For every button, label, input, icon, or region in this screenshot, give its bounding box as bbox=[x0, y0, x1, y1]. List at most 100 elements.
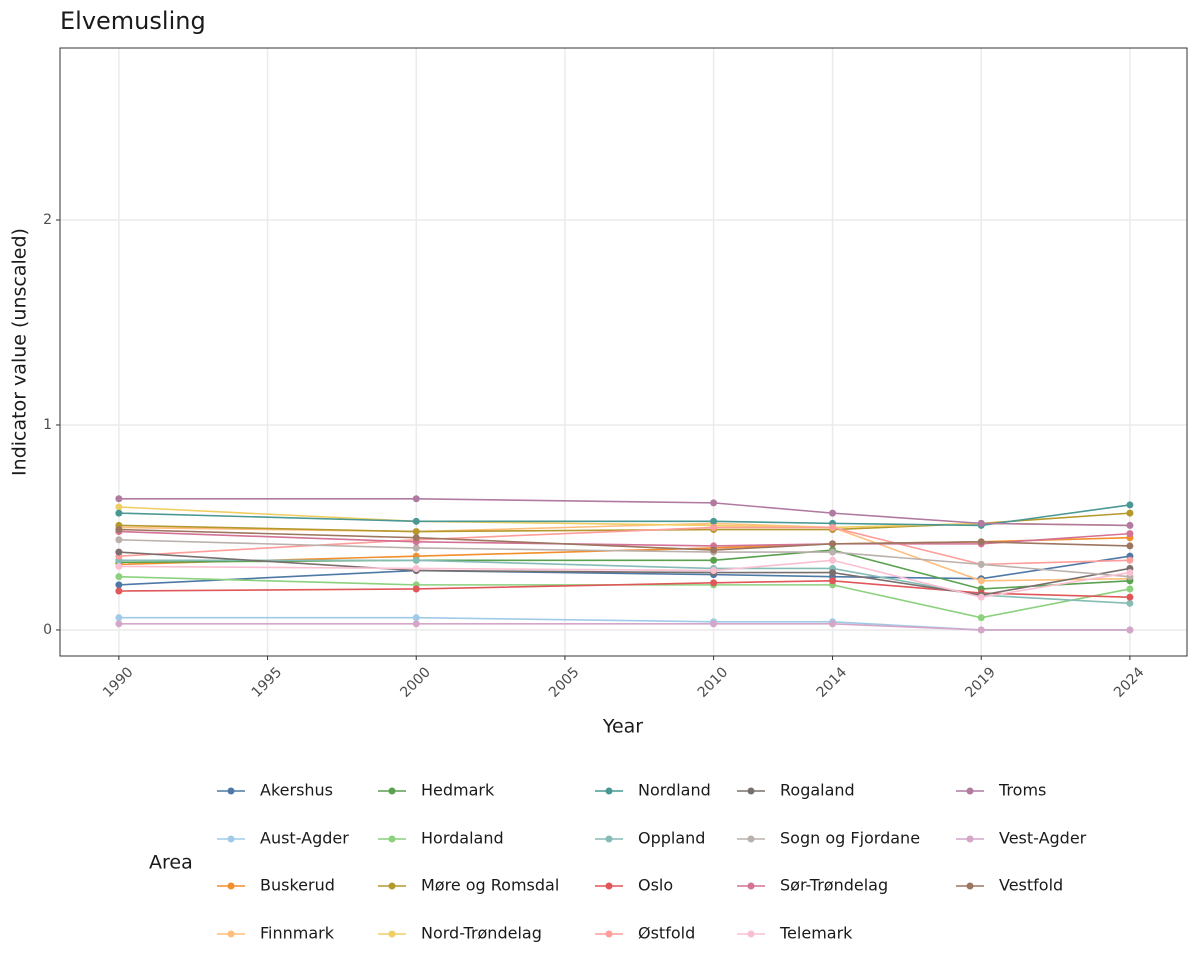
data-point bbox=[115, 587, 123, 595]
data-point bbox=[1126, 599, 1134, 607]
data-point bbox=[1126, 569, 1134, 577]
legend-marker bbox=[605, 930, 613, 938]
legend-label: Hordaland bbox=[421, 829, 504, 848]
data-point bbox=[829, 620, 837, 628]
data-point bbox=[412, 544, 420, 552]
legend-label: Aust-Agder bbox=[260, 829, 349, 848]
data-point bbox=[115, 503, 123, 511]
data-point bbox=[829, 548, 837, 556]
data-point bbox=[977, 560, 985, 568]
data-point bbox=[115, 509, 123, 517]
data-point bbox=[977, 626, 985, 634]
legend-label: Hedmark bbox=[421, 781, 495, 800]
legend-label: Nordland bbox=[638, 781, 711, 800]
legend-marker bbox=[388, 787, 396, 795]
data-point bbox=[829, 569, 837, 577]
data-point bbox=[115, 536, 123, 544]
legend-label: Vest-Agder bbox=[999, 829, 1087, 848]
legend-marker bbox=[966, 787, 974, 795]
data-point bbox=[412, 534, 420, 542]
legend-title: Area bbox=[149, 852, 193, 874]
data-point bbox=[829, 556, 837, 564]
x-tick-label: 2005 bbox=[546, 664, 583, 701]
legend-label: Finnmark bbox=[260, 924, 335, 943]
data-point bbox=[977, 614, 985, 622]
data-point bbox=[977, 538, 985, 546]
series-line bbox=[118, 559, 1130, 605]
data-point bbox=[1126, 542, 1134, 550]
x-tick-label: 2010 bbox=[695, 664, 732, 701]
data-point bbox=[1126, 530, 1134, 538]
series-line bbox=[118, 528, 1130, 551]
data-point bbox=[412, 528, 420, 536]
legend-label: Nord-Trøndelag bbox=[421, 924, 542, 943]
legend-label: Østfold bbox=[638, 924, 695, 943]
plot-border bbox=[59, 47, 1188, 657]
chart-title: Elvemusling bbox=[60, 7, 206, 35]
data-point bbox=[115, 573, 123, 581]
legend-label: Oslo bbox=[638, 876, 673, 895]
data-point bbox=[829, 577, 837, 585]
data-point bbox=[829, 509, 837, 517]
series-line bbox=[118, 559, 1131, 598]
data-point bbox=[115, 495, 123, 503]
data-point bbox=[710, 567, 718, 575]
y-tick-label: 2 bbox=[43, 212, 52, 228]
data-point bbox=[115, 614, 123, 622]
legend-marker bbox=[605, 882, 613, 890]
data-point bbox=[1126, 509, 1134, 517]
data-point bbox=[412, 517, 420, 525]
legend-label: Møre og Romsdal bbox=[421, 876, 559, 895]
data-point bbox=[710, 556, 718, 564]
data-point bbox=[1126, 521, 1134, 529]
legend-marker bbox=[605, 787, 613, 795]
legend-label: Telemark bbox=[779, 924, 853, 943]
y-tick-label: 1 bbox=[43, 417, 52, 433]
data-point bbox=[977, 519, 985, 527]
data-point bbox=[115, 548, 123, 556]
legend-label: Sør-Trøndelag bbox=[780, 876, 888, 895]
data-point bbox=[1126, 501, 1134, 509]
data-point bbox=[1126, 556, 1134, 564]
legend-marker bbox=[227, 882, 235, 890]
legend-marker bbox=[388, 930, 396, 938]
data-point bbox=[115, 562, 123, 570]
legend-marker bbox=[747, 930, 755, 938]
y-tick-label: 0 bbox=[43, 622, 52, 638]
data-point bbox=[412, 620, 420, 628]
data-point bbox=[115, 526, 123, 534]
legend-marker bbox=[388, 835, 396, 843]
plot-background bbox=[60, 48, 1187, 656]
data-point bbox=[977, 577, 985, 585]
data-point bbox=[1126, 585, 1134, 593]
legend-marker bbox=[227, 930, 235, 938]
data-point bbox=[1126, 626, 1134, 634]
x-tick-label: 2024 bbox=[1111, 664, 1148, 701]
series-line bbox=[118, 575, 1131, 619]
legend-marker bbox=[747, 882, 755, 890]
data-point bbox=[710, 579, 718, 587]
data-point bbox=[710, 523, 718, 531]
legend-marker bbox=[966, 835, 974, 843]
data-point bbox=[829, 523, 837, 531]
data-point bbox=[977, 593, 985, 601]
x-tick-label: 2019 bbox=[962, 664, 999, 701]
legend-marker bbox=[966, 882, 974, 890]
legend-marker bbox=[747, 835, 755, 843]
series-line bbox=[118, 536, 1130, 566]
legend-marker bbox=[605, 835, 613, 843]
legend-marker bbox=[227, 787, 235, 795]
legend-label: Rogaland bbox=[780, 781, 855, 800]
data-point bbox=[115, 581, 123, 589]
x-tick-label: 1995 bbox=[249, 664, 286, 701]
legend-label: Sogn og Fjordane bbox=[780, 829, 920, 848]
x-tick-label: 1990 bbox=[100, 664, 137, 701]
x-axis-title: Year bbox=[602, 716, 643, 738]
data-point bbox=[710, 620, 718, 628]
legend-label: Troms bbox=[998, 781, 1046, 800]
data-point bbox=[710, 546, 718, 554]
legend-label: Vestfold bbox=[999, 876, 1063, 895]
series-line bbox=[118, 623, 1130, 631]
series-line bbox=[118, 555, 1131, 586]
data-point bbox=[412, 495, 420, 503]
